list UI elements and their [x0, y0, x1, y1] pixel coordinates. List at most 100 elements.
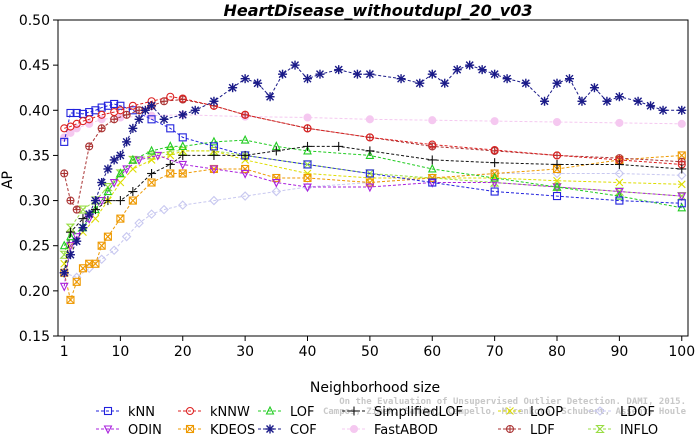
legend-item-ldf: LDF	[498, 423, 555, 434]
data-point-cof	[65, 250, 75, 260]
data-point-lof	[614, 190, 624, 200]
data-point-ldof	[271, 186, 282, 197]
legend-label: COF	[290, 423, 317, 434]
data-point-loop	[241, 156, 250, 164]
x-tick-label: 60	[423, 344, 441, 360]
data-point-lof	[427, 163, 437, 173]
legend-label: kNN	[128, 405, 155, 420]
data-point-knn	[147, 115, 156, 124]
credit-line-1: On the Evaluation of Unsupervised Outlie…	[339, 396, 686, 407]
legend-item-odin: ODIN	[96, 423, 162, 434]
data-point-cof	[477, 65, 487, 75]
x-tick-label: 10	[111, 344, 129, 360]
data-point-knnw	[365, 133, 374, 142]
legend-item-ldof: LDOF	[588, 405, 655, 420]
data-point-loop	[166, 151, 175, 160]
data-point-ldof	[121, 231, 132, 242]
data-point-cof	[78, 223, 88, 233]
data-point-cof	[540, 96, 550, 106]
x-tick-label: 50	[361, 344, 379, 360]
y-tick-label: 0.50	[19, 13, 50, 29]
data-point-cof	[602, 96, 612, 106]
data-point-simplifiedlof	[90, 205, 100, 215]
y-tick-label: 0.30	[19, 194, 50, 210]
data-point-cof	[365, 69, 375, 79]
data-point-cof	[240, 74, 250, 84]
data-point-loop	[91, 214, 100, 223]
data-point-cof	[109, 155, 119, 165]
data-point-cof	[658, 105, 668, 115]
data-point-knnw	[303, 124, 312, 133]
data-point-cof	[564, 74, 574, 84]
legend-marker-kdeos	[185, 424, 195, 434]
data-point-knnw	[428, 140, 437, 149]
y-tick-label: 0.45	[19, 58, 50, 74]
data-point-kdeos	[66, 295, 75, 304]
series-line-fastabod	[63, 114, 682, 138]
data-point-cof	[103, 164, 113, 174]
data-point-simplifiedlof	[614, 159, 624, 169]
series-line-knn	[63, 103, 682, 204]
data-point-cof	[502, 74, 512, 84]
data-point-fastabod	[365, 115, 374, 124]
data-point-ldf	[110, 115, 119, 124]
data-point-cof	[278, 69, 288, 79]
data-point-cof	[427, 69, 437, 79]
legend-marker-fastabod	[349, 424, 359, 434]
data-point-kdeos	[103, 232, 112, 241]
data-point-cof	[315, 69, 325, 79]
data-point-odin	[677, 192, 687, 202]
data-point-simplifiedlof	[427, 155, 437, 165]
data-point-simplifiedlof	[147, 168, 157, 178]
data-point-odin	[72, 233, 82, 242]
legend-item-inflo: INFLO	[588, 423, 658, 434]
data-point-cof	[290, 60, 300, 70]
data-point-cof	[178, 110, 188, 120]
series-line-lof	[63, 139, 682, 246]
legend-marker-ldof	[595, 406, 605, 416]
data-point-lof	[115, 168, 125, 178]
data-point-cof	[589, 83, 599, 93]
legend-marker-knnw	[185, 406, 195, 416]
series-line-simplifiedlof	[63, 145, 682, 273]
data-point-cof	[128, 123, 138, 133]
data-point-cof	[334, 65, 344, 75]
data-point-lof	[59, 240, 69, 250]
x-tick-label: 90	[610, 344, 628, 360]
data-point-odin	[303, 183, 312, 193]
legend-item-knn: kNN	[96, 405, 155, 420]
data-point-lof	[303, 145, 312, 155]
data-point-odin	[490, 178, 500, 188]
data-point-cof	[452, 65, 462, 75]
series-knnw	[60, 92, 686, 169]
data-point-kdeos	[116, 214, 125, 223]
y-tick-label: 0.35	[19, 148, 50, 164]
data-point-cof	[97, 178, 107, 188]
data-point-ldof	[614, 168, 625, 179]
series-line-knnw	[64, 96, 682, 165]
data-point-knn	[103, 101, 112, 110]
legend-marker-simplifiedlof	[349, 406, 359, 416]
legend-label: SimplifiedLOF	[374, 405, 463, 420]
data-point-fastabod	[677, 119, 686, 128]
data-point-fastabod	[552, 117, 562, 127]
data-point-cof	[646, 101, 656, 111]
data-point-knn	[178, 133, 187, 142]
data-point-cof	[677, 105, 687, 115]
data-point-loop	[116, 178, 125, 187]
legend-label: ODIN	[128, 423, 162, 434]
data-point-knn	[166, 124, 175, 133]
data-point-cof	[84, 209, 94, 219]
data-point-cof	[633, 96, 643, 106]
data-point-kdeos	[303, 173, 312, 183]
data-point-ldf	[72, 205, 81, 214]
series-cof	[59, 60, 687, 278]
data-point-ldf	[60, 169, 69, 178]
y-tick-label: 0.40	[19, 103, 50, 119]
data-point-cof	[72, 236, 82, 246]
data-point-knn	[677, 199, 686, 208]
data-point-knn	[303, 160, 312, 169]
data-point-fastabod	[66, 128, 75, 137]
data-point-knn	[91, 106, 100, 115]
